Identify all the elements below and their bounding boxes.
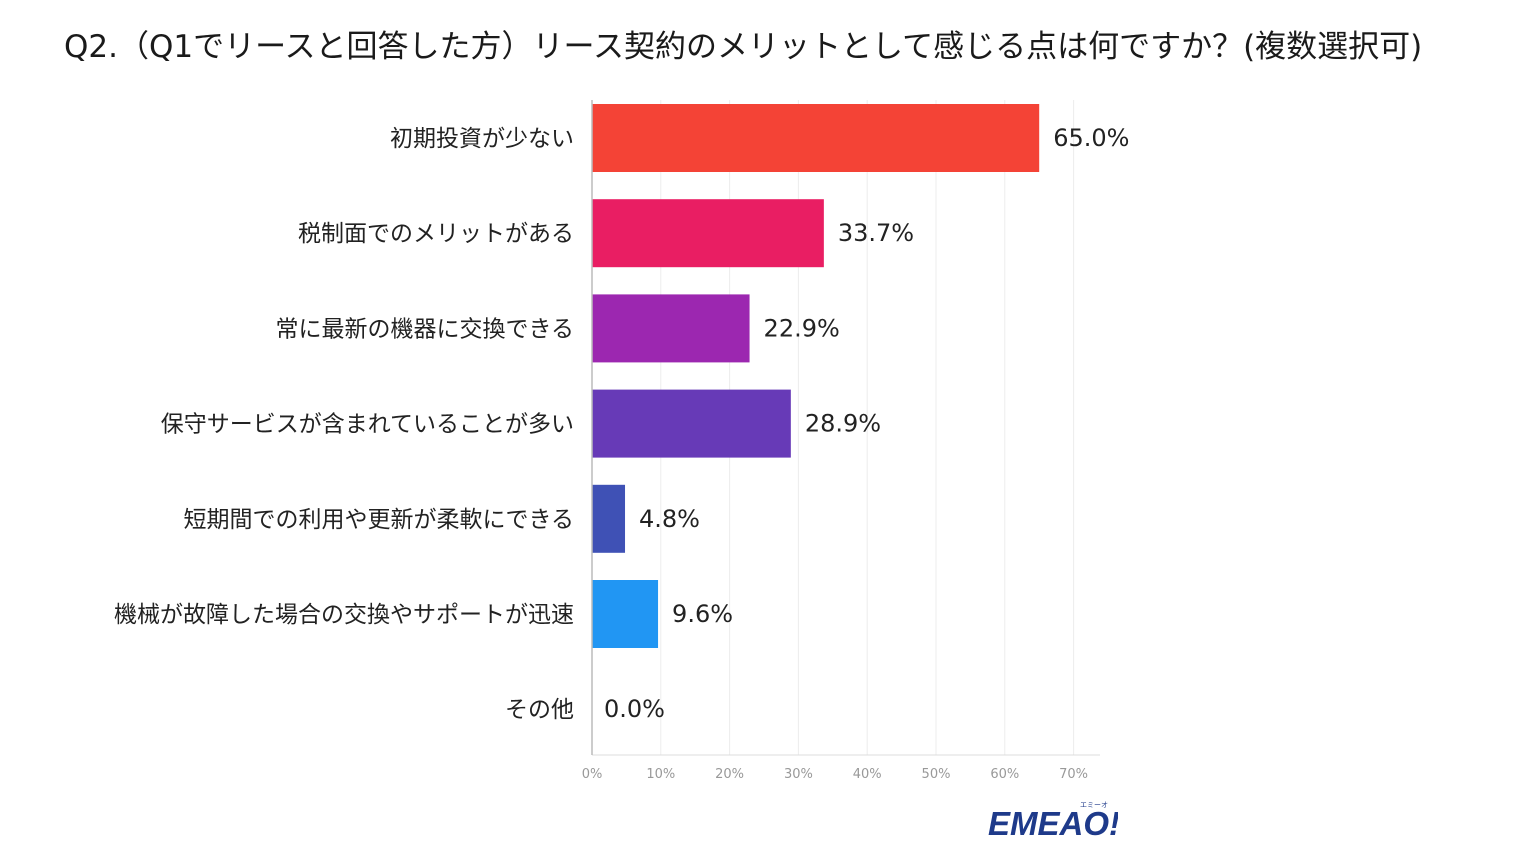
x-tick-label: 70% <box>1059 767 1088 782</box>
bar <box>592 580 659 648</box>
value-label: 4.8% <box>639 505 700 533</box>
bar <box>592 294 750 363</box>
bar <box>592 104 1040 172</box>
value-labels: 65.0% 33.7% 22.9% 28.9% 4.8% 9.6% 0.0% <box>604 124 1129 723</box>
bar <box>592 484 626 553</box>
category-label: 初期投資が少ない <box>390 126 574 152</box>
category-label: 短期間での利用や更新が柔軟にできる <box>183 507 574 533</box>
bar <box>592 389 791 458</box>
category-labels: 初期投資が少ない税制面でのメリットがある常に最新の機器に交換できる保守サービスが… <box>114 126 574 723</box>
value-label: 9.6% <box>672 600 733 628</box>
logo-subtext: エミーオ <box>1080 801 1108 809</box>
x-tick-label: 30% <box>784 767 813 782</box>
emeao-logo: EMEAO! エミーオ <box>988 801 1118 842</box>
category-label: 常に最新の機器に交換できる <box>275 316 574 342</box>
bar <box>592 199 824 268</box>
value-label: 28.9% <box>805 410 881 438</box>
x-tick-label: 60% <box>990 767 1019 782</box>
logo-text: EMEAO! <box>988 805 1118 842</box>
category-label: その他 <box>505 697 574 723</box>
value-label: 0.0% <box>604 695 665 723</box>
x-tick-label: 20% <box>715 767 744 782</box>
chart-title: Q2.（Q1でリースと回答した方）リース契約のメリットとして感じる点は何ですか？… <box>64 29 1423 65</box>
category-label: 保守サービスが含まれていることが多い <box>161 412 574 438</box>
x-tick-label: 0% <box>582 767 603 782</box>
value-label: 65.0% <box>1053 124 1129 152</box>
value-label: 22.9% <box>764 314 840 342</box>
x-axis-ticks: 0% 10% 20% 30% 40% 50% 60% 70% <box>582 767 1088 782</box>
bars <box>592 104 1040 648</box>
x-tick-label: 10% <box>646 767 675 782</box>
value-label: 33.7% <box>838 219 914 247</box>
category-label: 機械が故障した場合の交換やサポートが迅速 <box>114 602 574 628</box>
x-tick-label: 50% <box>922 767 951 782</box>
category-label: 税制面でのメリットがある <box>298 221 574 247</box>
x-tick-label: 40% <box>853 767 882 782</box>
